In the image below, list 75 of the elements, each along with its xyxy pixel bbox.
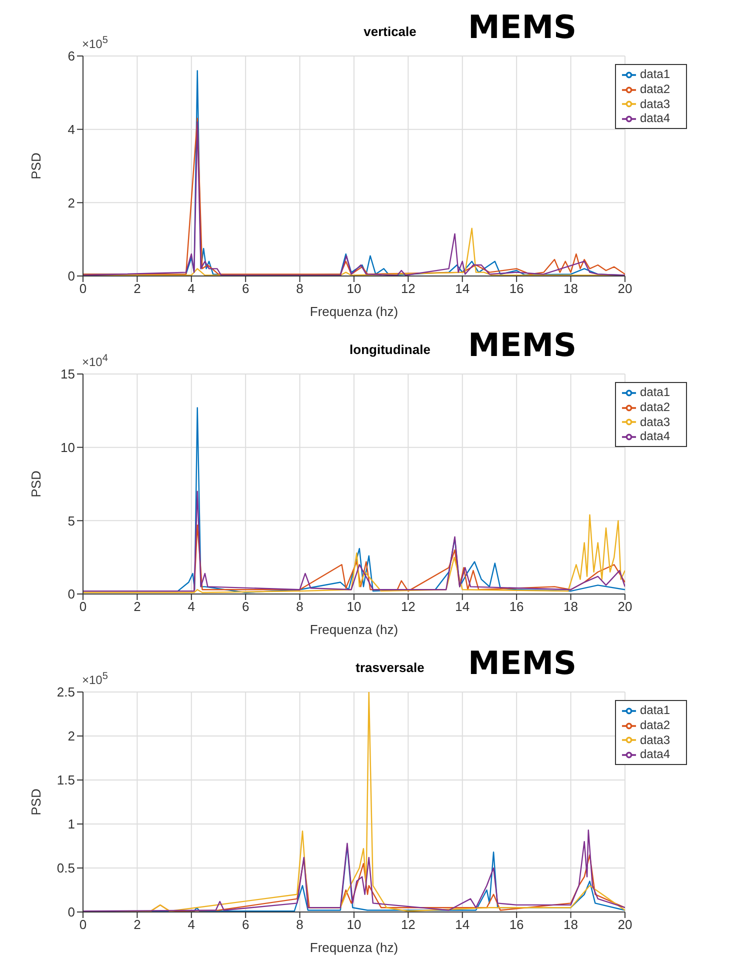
x-tick-label: 14 xyxy=(455,917,470,932)
x-tick-label: 10 xyxy=(346,281,362,296)
x-tick-label: 12 xyxy=(400,917,416,932)
y-tick-label: 0 xyxy=(68,904,75,920)
x-axis-title: Frequenza (hz) xyxy=(310,304,398,319)
x-tick-label: 2 xyxy=(134,917,141,932)
y-tick-label: 15 xyxy=(60,366,75,382)
legend-label: data1 xyxy=(640,67,670,81)
text: ×10$^{5}$ xyxy=(82,35,108,51)
x-tick-label: 12 xyxy=(400,599,416,614)
x-tick-label: 6 xyxy=(242,281,250,296)
text: MEMS xyxy=(468,8,577,46)
y-tick-label: 2 xyxy=(68,195,75,210)
legend-label: data1 xyxy=(640,703,670,717)
x-tick-label: 16 xyxy=(509,599,524,614)
x-tick-label: 0 xyxy=(79,917,87,932)
x-tick-label: 20 xyxy=(618,599,632,614)
y-tick-label: 2.5 xyxy=(56,684,75,700)
line-series xyxy=(83,490,625,592)
y-tick-label: 4 xyxy=(68,122,75,137)
legend-label: data1 xyxy=(640,385,670,399)
y-axis-title: PSD xyxy=(28,152,44,180)
chart-title: verticale xyxy=(362,24,418,39)
text: ×10$^{4}$ xyxy=(82,353,108,369)
legend-label: data4 xyxy=(640,111,670,126)
x-tick-label: 6 xyxy=(242,917,250,932)
x-tick-label: 16 xyxy=(509,917,524,932)
x-tick-label: 2 xyxy=(134,599,141,614)
legend-label: data2 xyxy=(640,400,670,414)
x-tick-label: 0 xyxy=(79,281,87,296)
x-axis-title: Frequenza (hz) xyxy=(310,940,398,955)
x-tick-label: 20 xyxy=(618,281,632,296)
y-tick-label: 1 xyxy=(68,816,75,832)
y-tick-label: 6 xyxy=(68,48,75,64)
x-tick-label: 8 xyxy=(296,599,304,614)
x-axis-title: Frequenza (hz) xyxy=(310,622,398,637)
x-tick-label: 14 xyxy=(455,599,470,614)
y-axis-title: PSD xyxy=(28,788,44,816)
text: MEMS xyxy=(468,326,577,364)
x-tick-label: 16 xyxy=(509,281,524,296)
y-tick-label: 2 xyxy=(68,728,75,744)
x-tick-label: 14 xyxy=(455,281,470,296)
legend-label: data3 xyxy=(640,96,670,111)
x-tick-label: 18 xyxy=(564,599,578,614)
x-tick-label: 2 xyxy=(134,281,141,296)
x-tick-label: 4 xyxy=(188,281,196,296)
legend-label: data2 xyxy=(640,718,670,732)
chart-title: longitudinale xyxy=(348,342,432,357)
legend-label: data4 xyxy=(640,747,670,762)
x-tick-label: 0 xyxy=(79,599,87,614)
y-tick-label: 1.5 xyxy=(56,772,75,788)
y-tick-label: 0.5 xyxy=(56,860,75,876)
legend-label: data3 xyxy=(640,414,670,429)
x-tick-label: 10 xyxy=(346,599,362,614)
text: MEMS xyxy=(468,644,577,682)
y-tick-label: 0 xyxy=(68,268,75,284)
legend-label: data4 xyxy=(640,429,670,444)
x-tick-label: 10 xyxy=(346,917,362,932)
x-tick-label: 18 xyxy=(564,281,578,296)
legend-label: data2 xyxy=(640,82,670,96)
y-tick-label: 5 xyxy=(68,513,75,528)
x-tick-label: 12 xyxy=(400,281,416,296)
x-tick-label: 20 xyxy=(618,917,632,932)
y-tick-label: 10 xyxy=(60,440,75,455)
x-tick-label: 4 xyxy=(188,917,196,932)
x-tick-label: 8 xyxy=(296,281,304,296)
text: ×10$^{5}$ xyxy=(82,671,108,687)
y-axis-title: PSD xyxy=(28,470,44,498)
x-tick-label: 4 xyxy=(188,599,196,614)
chart-title: trasversale xyxy=(354,660,426,675)
x-tick-label: 18 xyxy=(564,917,578,932)
legend-label: data3 xyxy=(640,732,670,747)
x-tick-label: 6 xyxy=(242,599,250,614)
y-tick-label: 0 xyxy=(68,586,75,602)
x-tick-label: 8 xyxy=(296,917,304,932)
